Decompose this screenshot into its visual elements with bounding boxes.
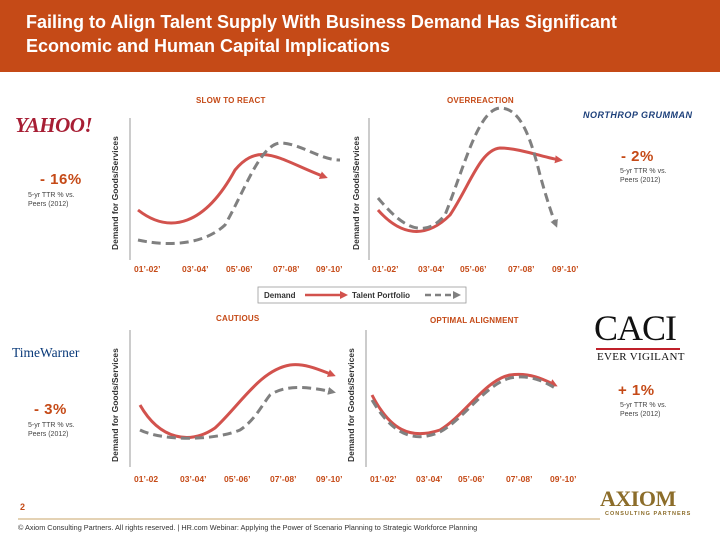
tick-br-0: 01’-02’ [370,474,397,484]
tick-tr-4: 09’-10’ [552,264,579,274]
caci-logo: CACI [594,308,677,348]
axiom-logo-subtitle: CONSULTING PARTNERS [605,511,692,517]
caci-tagline: EVER VIGILANT [597,351,685,363]
footer-text: © Axiom Consulting Partners. All rights … [18,523,478,532]
tick-tr-2: 05’-06’ [460,264,487,274]
legend-box [257,286,467,304]
tick-bl-1: 03’-04’ [180,474,207,484]
tick-tr-1: 03’-04’ [418,264,445,274]
curve-demand-bl [138,363,336,439]
tick-tl-2: 05’-06’ [226,264,253,274]
stat-note-caci: 5-yr TTR % vs. Peers (2012) [620,402,667,418]
curve-talent-tl [137,141,341,246]
curve-demand-br [370,372,558,436]
quadrant-title-slow: SLOW TO REACT [196,96,266,105]
legend-talent-label: Talent Portfolio [352,291,411,300]
tick-tl-0: 01’-02’ [134,264,161,274]
tick-tr-3: 07’-08’ [508,264,535,274]
stat-note-yahoo: 5-yr TTR % vs. Peers (2012) [28,192,75,208]
tick-tr-0: 01’-02’ [372,264,399,274]
curve-talent-br [370,375,556,439]
tick-br-2: 05’-06’ [458,474,485,484]
curve-talent-tr [376,106,558,230]
timewarner-logo: TimeWarner [12,345,80,360]
tick-br-3: 07’-08’ [506,474,533,484]
stat-northrop: - 2% [621,148,654,165]
yahoo-logo: YAHOO! [15,113,93,137]
curve-demand-tr [376,146,563,233]
stat-caci: + 1% [618,382,655,399]
quadrant-title-caution: CAUTIOUS [216,314,260,323]
page-number: 2 [20,502,26,512]
tick-tl-3: 07’-08’ [273,264,300,274]
quadrant-title-over: OVERREACTION [447,96,514,105]
tick-bl-4: 09’-10’ [316,474,343,484]
tick-bl-0: 01’-02 [134,474,159,484]
axiom-logo: AXIOM [600,486,676,511]
tick-br-4: 09’-10’ [550,474,577,484]
curve-talent-bl [139,385,336,440]
stat-yahoo: - 16% [40,171,82,188]
tick-bl-2: 05’-06’ [224,474,251,484]
quadrant-title-optimal: OPTIMAL ALIGNMENT [430,316,519,325]
stat-note-timewarner: 5-yr TTR % vs. Peers (2012) [28,422,75,438]
slide-title: Failing to Align Talent Supply With Busi… [26,12,617,56]
northrop-grumman-logo: NORTHROP GRUMMAN [583,110,693,120]
stat-note-northrop: 5-yr TTR % vs. Peers (2012) [620,168,667,184]
stat-timewarner: - 3% [34,401,67,418]
tick-br-1: 03’-04’ [416,474,443,484]
caci-rule [596,348,680,350]
tick-tl-4: 09’-10’ [316,264,343,274]
tick-bl-3: 07’-08’ [270,474,297,484]
title-bar [0,0,720,72]
tick-tl-1: 03’-04’ [182,264,209,274]
curve-demand-tl [137,153,328,225]
legend-demand-label: Demand [264,291,296,300]
